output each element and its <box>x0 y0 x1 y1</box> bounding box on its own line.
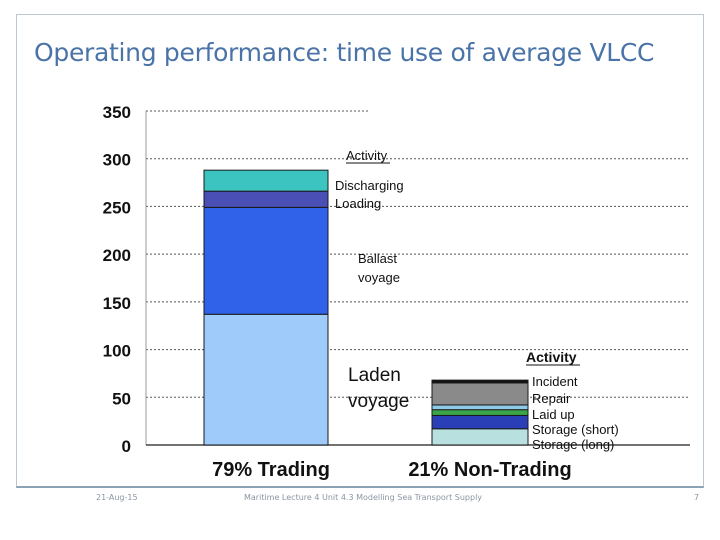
bar-segment-incident <box>431 382 529 406</box>
x-category-label: 21% Non-Trading <box>408 459 571 481</box>
bar-segment-other <box>431 379 529 384</box>
bar-segment-laden-voyage <box>203 313 329 446</box>
series-label-repair: Repair <box>532 391 571 406</box>
series-label-discharging: Discharging <box>335 178 404 193</box>
series-label-loading: Loading <box>335 196 381 211</box>
legend-header-non-trading: Activity <box>526 349 577 365</box>
bar-segment-repair <box>431 404 529 411</box>
y-tick-label: 100 <box>103 342 131 361</box>
slide-title: Operating performance: time use of avera… <box>34 38 655 67</box>
bar-segment-storage-short- <box>431 414 529 430</box>
y-tick-label: 300 <box>103 151 131 170</box>
legend-header-trading: Activity <box>346 148 388 163</box>
bar-segment-loading <box>203 190 329 208</box>
y-tick-label: 250 <box>103 198 131 217</box>
series-label-storage-long-: Storage (long) <box>532 437 614 452</box>
series-label-ballast-voyage: voyage <box>358 270 400 285</box>
bar-segment-storage-long- <box>431 428 529 446</box>
y-tick-label: 350 <box>103 103 131 122</box>
bar-segment-laid-up <box>431 409 529 416</box>
series-label-laid-up: Laid up <box>532 407 575 422</box>
series-label-laden-voyage: voyage <box>348 391 409 412</box>
series-label-laden-voyage: Laden <box>348 365 401 386</box>
footer-date: 21-Aug-15 <box>96 493 138 502</box>
footer-text: Maritime Lecture 4 Unit 4.3 Modelling Se… <box>244 493 483 502</box>
series-label-incident: Incident <box>532 374 578 389</box>
y-tick-label: 200 <box>103 246 131 265</box>
series-label-storage-short-: Storage (short) <box>532 422 619 437</box>
bar-segment-ballast-voyage <box>203 206 329 315</box>
bar-segment-discharging <box>203 169 329 192</box>
x-category-label: 79% Trading <box>212 459 330 481</box>
page-number: 7 <box>694 493 700 502</box>
slide-frame <box>16 14 704 488</box>
y-tick-label: 0 <box>122 437 131 456</box>
series-label-ballast-voyage: Ballast <box>358 251 397 266</box>
y-tick-label: 50 <box>112 389 131 408</box>
y-tick-label: 150 <box>103 294 131 313</box>
